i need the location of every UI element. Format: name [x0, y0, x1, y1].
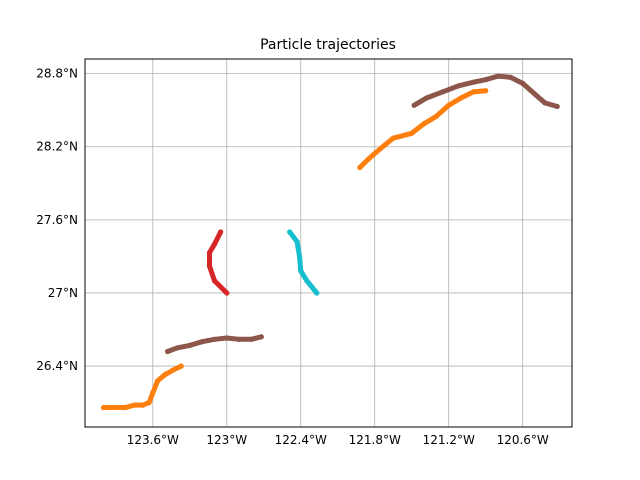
trajectory-point: [314, 290, 320, 296]
trajectory-point: [456, 83, 462, 89]
trajectory-point: [411, 102, 417, 108]
x-tick-label: 122.4°W: [275, 433, 327, 447]
y-axis-ticks: 26.4°N 27°N 27.6°N 28.2°N 28.8°N: [36, 67, 78, 373]
trajectory-point: [409, 130, 415, 136]
trajectory-point: [470, 79, 476, 85]
trajectory-point: [446, 102, 452, 108]
trajectory-point: [224, 290, 230, 296]
x-tick-label: 121.8°W: [349, 433, 401, 447]
x-tick-label: 120.6°W: [497, 433, 549, 447]
trajectory-point: [113, 404, 119, 411]
trajectory-point: [433, 113, 439, 119]
trajectory-point: [298, 268, 304, 274]
trajectory-point: [171, 367, 177, 373]
trajectory-point: [140, 402, 146, 408]
trajectory-point: [178, 363, 184, 369]
trajectory-point: [458, 95, 464, 101]
trajectory-point: [258, 334, 264, 340]
trajectory-point: [377, 146, 383, 152]
trajectory-point: [296, 253, 303, 259]
trajectory-point: [224, 335, 230, 341]
y-tick-label: 26.4°N: [36, 359, 78, 373]
trajectory-point: [483, 88, 489, 94]
plot-frame: [84, 58, 573, 428]
trajectory-series: [100, 73, 560, 411]
trajectory-point: [532, 91, 538, 97]
y-tick-label: 28.2°N: [36, 140, 78, 154]
trajectory-point: [423, 95, 430, 101]
trajectory-point: [162, 372, 168, 378]
grid-lines: [85, 59, 572, 427]
trajectory-point: [294, 239, 300, 245]
trajectory-point: [236, 336, 242, 342]
trajectory-point: [287, 229, 293, 235]
trajectory-point: [199, 339, 205, 345]
trajectory-point: [470, 89, 476, 95]
trajectory-point: [146, 400, 152, 406]
trajectory-point: [507, 74, 513, 80]
y-tick-label: 27.6°N: [36, 213, 78, 227]
trajectory-4: [287, 229, 320, 296]
y-tick-label: 28.8°N: [36, 67, 78, 81]
y-tick-label: 27°N: [48, 286, 78, 300]
trajectory-point: [123, 404, 129, 411]
trajectory-point: [206, 250, 213, 256]
trajectory-5: [357, 88, 489, 171]
trajectory-point: [187, 342, 193, 348]
trajectory-point: [211, 278, 218, 284]
chart-title: Particle trajectories: [260, 37, 396, 53]
trajectory-point: [218, 229, 224, 235]
trajectory-point: [206, 263, 213, 269]
plot-area: [85, 59, 572, 427]
trajectory-point: [165, 348, 171, 355]
trajectory-point: [150, 390, 156, 396]
trajectory-point: [100, 404, 107, 411]
trajectory-3: [206, 229, 230, 296]
trajectory-point: [304, 278, 310, 284]
x-tick-label: 121.2°W: [423, 433, 475, 447]
x-tick-label: 123°W: [206, 433, 247, 447]
trajectory-point: [174, 345, 181, 351]
trajectory-point: [421, 121, 427, 127]
trajectory-point: [366, 156, 372, 162]
trajectory-point: [357, 164, 363, 171]
trajectory-point: [495, 73, 501, 79]
trajectory-point: [483, 77, 489, 83]
trajectory-point: [390, 135, 396, 141]
trajectory-point: [131, 402, 137, 408]
trajectory-point: [211, 241, 218, 247]
trajectory-6: [411, 73, 560, 110]
trajectory-point: [439, 89, 446, 95]
x-tick-label: 123.6°W: [127, 433, 179, 447]
trajectory-point: [211, 336, 218, 342]
trajectory-point: [520, 80, 526, 86]
trajectory-point: [554, 103, 560, 110]
trajectory-1: [100, 363, 184, 411]
trajectory-2: [165, 334, 264, 355]
trajectory-point: [542, 100, 548, 106]
trajectory-point: [248, 336, 254, 342]
x-axis-ticks: 123.6°W 123°W 122.4°W 121.8°W 121.2°W 120.6°W: [127, 433, 549, 447]
trajectory-point: [155, 378, 161, 384]
